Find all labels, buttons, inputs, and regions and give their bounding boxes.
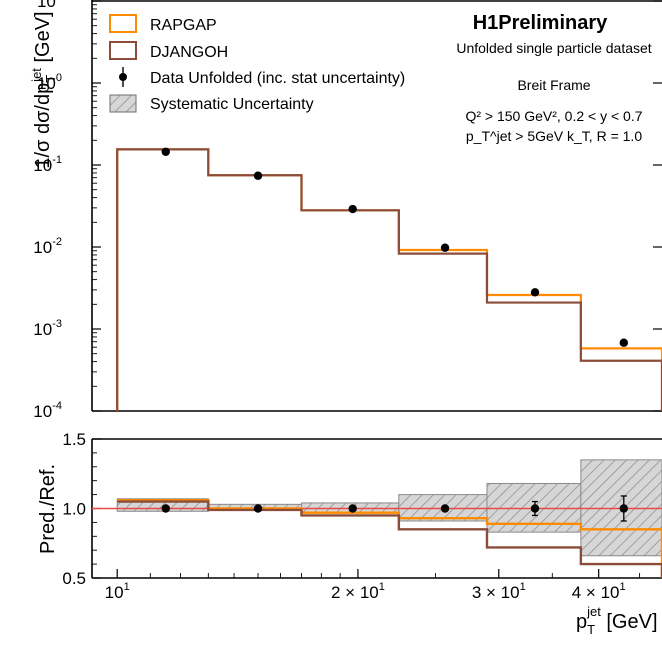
- main-y-tick-label: 10-1: [33, 154, 62, 175]
- main-y-tick-label: 10-4: [33, 400, 62, 421]
- main-y-ticks: 101 100 10-1 10-2 10-3 10-4: [33, 0, 662, 421]
- data-point-main: [161, 147, 170, 156]
- data-point-ratio: [619, 504, 628, 513]
- legend: RAPGAP DJANGOH Data Unfolded (inc. stat …: [109, 14, 405, 113]
- data-point-main: [253, 171, 263, 180]
- data-point-ratio: [440, 504, 450, 513]
- ratio-y-tick-label: 1.0: [62, 500, 86, 519]
- legend-rapgap-label: RAPGAP: [150, 17, 217, 34]
- ratio-y-ticks: 0.5 1.0 1.5: [62, 430, 101, 588]
- ratio-x-ticks: 101 2 × 101 3 × 101 4 × 101: [105, 569, 641, 602]
- ratio-y-tick-label: 0.5: [62, 569, 86, 588]
- main-panel: 101 100 10-1 10-2 10-3 10-4: [33, 0, 662, 421]
- data-point-main: [440, 243, 450, 252]
- data-point-ratio: [253, 504, 263, 513]
- data-point-ratio: [161, 504, 170, 513]
- main-y-tick-label: 10-3: [33, 318, 62, 339]
- data-point-main: [348, 204, 357, 214]
- rapgap-main-step: [116, 148, 662, 411]
- annotations: H1Preliminary Unfolded single particle d…: [456, 12, 651, 144]
- ratio-series: [92, 459, 662, 578]
- cuts-annotation-1: Q² > 150 GeV², 0.2 < y < 0.7: [465, 108, 642, 124]
- x-tick-label: 4 × 101: [572, 581, 626, 602]
- ratio-panel: 0.5 1.0 1.5 101 2 × 101 3 × 101 4 × 101: [62, 430, 662, 602]
- x-tick-label: 2 × 101: [331, 581, 385, 602]
- cuts-annotation-2: p_T^jet > 5GeV k_T, R = 1.0: [466, 128, 642, 144]
- data-point-ratio: [348, 504, 357, 513]
- ratio-y-tick-label: 1.5: [62, 430, 86, 449]
- legend-djangoh-swatch: [109, 41, 137, 60]
- main-y-label-text: 1/σ dσ/dpTjet [GeV]: [29, 11, 58, 168]
- main-y-label: 1/σ dσ/dpTjet [GeV]: [29, 11, 58, 168]
- ratio-y-label: Pred./Ref.: [37, 464, 59, 554]
- x-tick-label: 3 × 101: [472, 581, 526, 602]
- legend-rapgap-swatch: [109, 14, 137, 33]
- data-point-main: [530, 288, 540, 297]
- legend-syst-label: Systematic Uncertainty: [150, 96, 314, 113]
- main-series: [116, 147, 662, 411]
- main-y-tick-label: 100: [37, 72, 62, 93]
- legend-syst-swatch: [109, 94, 137, 113]
- legend-data-marker: [119, 73, 127, 81]
- data-point-ratio: [530, 504, 540, 513]
- main-y-tick-label: 101: [37, 0, 62, 11]
- x-tick-label: 101: [105, 581, 130, 602]
- chart-title: H1Preliminary: [473, 12, 608, 34]
- djangoh-main-step: [116, 148, 662, 411]
- legend-data-label: Data Unfolded (inc. stat uncertainty): [150, 70, 405, 87]
- frame-annotation: Breit Frame: [517, 77, 590, 93]
- data-point-main: [619, 338, 628, 347]
- chart-subtitle: Unfolded single particle dataset: [456, 40, 651, 56]
- x-axis-label: pTjet [GeV]: [576, 604, 658, 637]
- legend-djangoh-label: DJANGOH: [150, 44, 228, 61]
- djangoh-ratio-step: [117, 500, 662, 578]
- main-y-tick-label: 10-2: [33, 236, 62, 257]
- x-axis-label-text: pTjet [GeV]: [576, 604, 658, 637]
